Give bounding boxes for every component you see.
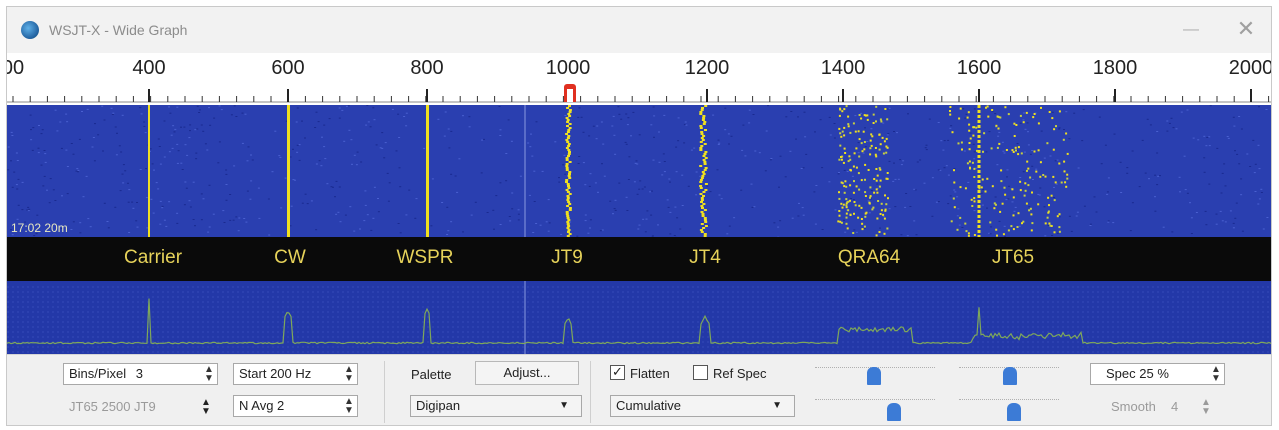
mode-label-carrier: Carrier: [123, 247, 183, 268]
waterfall-zero-slider-handle[interactable]: [1007, 403, 1021, 421]
n-avg-spinbox[interactable]: N Avg 2 ▲ ▼: [233, 395, 358, 417]
wsjtx-app-icon: [21, 21, 39, 39]
chevron-down-icon: ▼: [772, 400, 782, 411]
divider: [384, 361, 385, 423]
spectrum-type-value: Cumulative: [616, 398, 682, 413]
spectrum-type-select[interactable]: Cumulative ▼: [610, 395, 795, 417]
frequency-scale[interactable]: 00 400 600 800 1000 1200 1400 1600 1800 …: [7, 53, 1271, 105]
spin-arrows-icon[interactable]: ▲ ▼: [204, 364, 214, 384]
tick-label: 600: [271, 57, 305, 79]
spectrum-gain-slider-handle[interactable]: [867, 367, 881, 385]
n-avg-value: N Avg 2: [239, 398, 285, 413]
spin-arrows-icon[interactable]: ▲ ▼: [344, 396, 354, 416]
tick-label: 2000: [1228, 57, 1272, 79]
flatten-checkbox[interactable]: ✓: [610, 365, 625, 380]
palette-select[interactable]: Digipan ▼: [410, 395, 582, 417]
bins-per-pixel-value: 3: [135, 366, 143, 381]
mode-label-wspr: WSPR: [396, 247, 454, 268]
spin-arrows-icon[interactable]: ▲ ▼: [344, 364, 354, 384]
palette-select-value: Digipan: [416, 398, 461, 413]
mode-labels-bar: Carrier CW WSPR JT9 JT4 QRA64 JT65: [7, 237, 1271, 281]
wide-graph-window: WSJT-X - Wide Graph — ✕ 00 400 600 800 1…: [6, 6, 1272, 426]
divider: [590, 361, 591, 423]
spectrum-zero-slider-handle[interactable]: [1003, 367, 1017, 385]
start-frequency-spinbox[interactable]: Start 200 Hz ▲ ▼: [233, 363, 358, 385]
ref-spec-label: Ref Spec: [713, 366, 767, 381]
jt65-jt9-split[interactable]: JT65 2500 JT9: [69, 399, 156, 414]
controls-panel: Bins/Pixel 3 ▲ ▼ Start 200 Hz ▲ ▼ Palette …: [7, 354, 1271, 425]
spin-arrows-icon[interactable]: ▲ ▼: [1211, 364, 1221, 384]
bins-per-pixel-label: Bins/Pixel: [69, 366, 127, 381]
tick-label: 1600: [956, 57, 1002, 79]
smooth-value[interactable]: 4: [1171, 399, 1179, 414]
bins-per-pixel-spinbox[interactable]: Bins/Pixel 3 ▲ ▼: [63, 363, 218, 385]
tick-label: 1400: [820, 57, 866, 79]
window-title: WSJT-X - Wide Graph: [49, 22, 188, 38]
close-icon[interactable]: ✕: [1236, 16, 1256, 41]
mode-label-jt9: JT9: [551, 247, 583, 268]
spectrum-display[interactable]: [7, 281, 1271, 354]
flatten-label: Flatten: [630, 366, 670, 381]
waterfall-gain-slider-handle[interactable]: [887, 403, 901, 421]
tick-label: 00: [7, 57, 25, 79]
spec-percent-value: Spec 25 %: [1106, 366, 1169, 381]
spin-arrows-icon[interactable]: ▲ ▼: [1201, 397, 1211, 417]
mode-label-jt65: JT65: [991, 247, 1035, 268]
spin-arrows-icon[interactable]: ▲ ▼: [201, 397, 211, 417]
frequency-ticks: [7, 89, 1271, 103]
mode-label-jt4: JT4: [689, 247, 721, 268]
tx-frequency-marker[interactable]: [564, 84, 576, 102]
tick-label: 1800: [1092, 57, 1138, 79]
mode-label-cw: CW: [274, 247, 306, 268]
ref-spec-checkbox[interactable]: [693, 365, 708, 380]
spec-percent-spinbox[interactable]: Spec 25 % ▲ ▼: [1090, 363, 1225, 385]
mode-label-qra64: QRA64: [837, 247, 901, 268]
waterfall-display[interactable]: 17:02 20m: [7, 105, 1271, 237]
adjust-button[interactable]: Adjust...: [475, 361, 579, 385]
start-frequency-value: Start 200 Hz: [239, 366, 312, 381]
chevron-down-icon: ▼: [559, 400, 569, 411]
title-bar: WSJT-X - Wide Graph — ✕: [7, 7, 1271, 53]
tick-label: 800: [410, 57, 444, 79]
tick-label: 400: [132, 57, 166, 79]
waterfall-zero-slider-track[interactable]: [959, 399, 1059, 403]
tick-label: 1000: [545, 57, 591, 79]
spectrum-trace: [7, 281, 1271, 354]
palette-label: Palette: [411, 367, 452, 382]
waterfall-gain-slider-track[interactable]: [815, 399, 935, 403]
smooth-label: Smooth: [1111, 399, 1156, 414]
waterfall-traces: [7, 105, 1269, 237]
waterfall-timestamp: 17:02 20m: [11, 221, 68, 235]
minimize-icon[interactable]: —: [1183, 21, 1199, 38]
tick-label: 1200: [684, 57, 730, 79]
